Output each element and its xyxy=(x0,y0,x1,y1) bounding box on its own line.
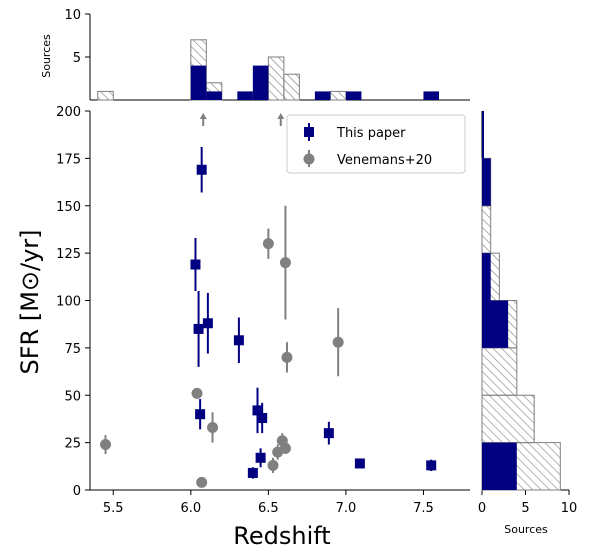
top-hist-this-paper-bar xyxy=(252,65,269,100)
y-tick-label: 175 xyxy=(56,152,81,167)
top-hist-this-paper-bar xyxy=(237,91,253,100)
top-hist-venemans-bar xyxy=(97,90,114,101)
right-hist-xlabel: Sources xyxy=(504,523,548,536)
this-paper-point xyxy=(257,412,268,423)
this-paper-point xyxy=(196,164,207,175)
top-histogram: 5 10 xyxy=(64,8,470,101)
right-hist-this-paper-bar xyxy=(482,442,517,490)
this-paper-point xyxy=(195,409,206,420)
venemans-point xyxy=(281,351,293,363)
top-hist-venemans-bar xyxy=(267,56,285,101)
legend-marker-venemans xyxy=(303,150,315,167)
top-hist-y-tick-label: 5 xyxy=(73,51,81,66)
top-hist-venemans-bar xyxy=(329,90,347,101)
this-paper-point xyxy=(193,323,204,334)
right-hist-this-paper-bar xyxy=(482,300,509,348)
venemans-point xyxy=(191,387,203,399)
x-axis-label: Redshift xyxy=(233,522,330,550)
this-paper-point xyxy=(426,460,437,471)
legend-label-this-paper: This paper xyxy=(336,126,406,141)
upper-limit-arrow-head xyxy=(199,113,207,119)
legend-label-venemans: Venemans+20 xyxy=(337,153,432,168)
y-tick-label: 150 xyxy=(56,200,81,215)
x-tick-label: 6.5 xyxy=(258,501,279,516)
x-tick-label: 7.0 xyxy=(336,501,357,516)
y-tick-label: 125 xyxy=(56,247,81,262)
venemans-point xyxy=(332,336,344,348)
venemans-point xyxy=(100,439,112,451)
legend-box xyxy=(286,114,466,174)
right-hist-x-tick-label: 0 xyxy=(478,501,486,516)
venemans-point xyxy=(279,257,291,269)
top-hist-this-paper-bar xyxy=(314,91,331,100)
venemans-point xyxy=(196,476,208,488)
y-tick-label: 50 xyxy=(64,389,81,404)
right-hist-this-paper-bar xyxy=(482,253,491,301)
right-hist-x-tick-label: 10 xyxy=(561,501,578,516)
x-tick-label: 5.5 xyxy=(103,501,124,516)
upper-limit-arrow-head xyxy=(277,113,285,119)
this-paper-point xyxy=(323,428,334,439)
venemans-point xyxy=(207,421,219,433)
top-hist-this-paper-bar xyxy=(206,91,222,100)
right-histogram: 0 5 10 xyxy=(478,111,577,516)
top-hist-this-paper-bar xyxy=(423,91,439,100)
y-tick-label: 25 xyxy=(64,437,81,452)
y-tick-label: 75 xyxy=(64,342,81,357)
this-paper-point xyxy=(354,458,365,469)
right-hist-this-paper-bar xyxy=(482,158,491,206)
top-hist-this-paper-bar xyxy=(345,91,362,100)
this-paper-point xyxy=(255,452,266,463)
right-hist-total-bar xyxy=(481,205,492,254)
y-tick-label: 200 xyxy=(56,105,81,120)
this-paper-point xyxy=(202,318,213,329)
y-axis-label: SFR [M⊙/yr] xyxy=(16,229,44,374)
top-hist-y-tick-label: 10 xyxy=(64,8,81,23)
top-hist-venemans-bar xyxy=(283,73,300,101)
venemans-point xyxy=(267,459,279,471)
x-tick-label: 7.5 xyxy=(413,501,434,516)
right-hist-total-bar xyxy=(481,394,535,444)
right-hist-this-paper-bar xyxy=(482,111,484,159)
right-hist-x-tick-label: 5 xyxy=(521,501,529,516)
this-paper-point xyxy=(190,259,201,270)
y-tick-label: 0 xyxy=(73,484,81,499)
right-hist-total-bar xyxy=(481,347,518,396)
this-paper-point xyxy=(233,335,244,346)
legend-marker-this-paper xyxy=(304,123,314,141)
top-hist-this-paper-bar xyxy=(190,65,207,100)
this-paper-point xyxy=(252,405,263,416)
x-tick-label: 6.0 xyxy=(180,501,201,516)
main-axes: 5.5 6.0 6.5 7.0 7.5 0 25 50 75 100 125 150 175 200 xyxy=(56,105,470,516)
venemans-point xyxy=(262,238,274,250)
this-paper-point xyxy=(247,467,258,478)
top-hist-ylabel: Sources xyxy=(40,34,53,78)
legend: This paper Venemans+20 xyxy=(286,114,466,174)
y-tick-label: 100 xyxy=(56,295,81,310)
venemans-point xyxy=(279,442,291,454)
